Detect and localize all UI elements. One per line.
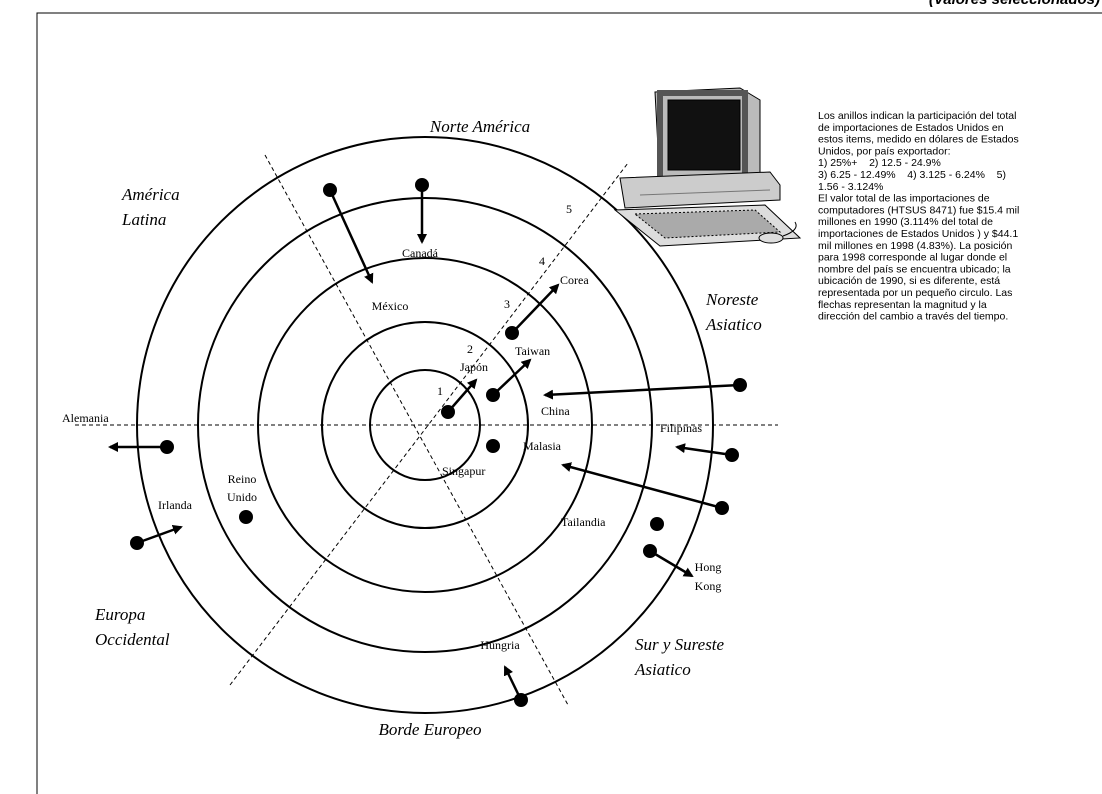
legend-line: nombre del país se encuentra ubicado; la xyxy=(818,263,1011,275)
ring-number: 3 xyxy=(504,297,510,311)
region-label: Europa xyxy=(94,605,145,624)
country-label: Taiwan xyxy=(515,344,550,358)
country-label: Hong xyxy=(695,560,722,574)
region-label: Asiatico xyxy=(705,315,762,334)
country-label: México xyxy=(372,299,409,313)
country-label: Japón xyxy=(460,360,488,374)
country-label: Canadá xyxy=(402,246,439,260)
legend-line: de importaciones de Estados Unidos en xyxy=(818,122,1004,134)
legend-text: Los anillos indican la participación del… xyxy=(818,110,1019,323)
country-label: Singapur xyxy=(442,464,485,478)
country-label: Irlanda xyxy=(158,498,193,512)
legend-line: dirección del cambio a través del tiempo… xyxy=(818,311,1008,323)
legend-line: representada por un pequeño circulo. Las xyxy=(818,287,1012,299)
country-labels: Canadá México Corea Taiwan Japón China A… xyxy=(62,246,721,652)
legend-line: estos items, medido en dólares de Estado… xyxy=(818,134,1019,146)
region-label: Sur y Sureste xyxy=(635,635,725,654)
frame xyxy=(36,12,1102,794)
ring-number: 4 xyxy=(539,254,545,268)
legend-line: importaciones de Estados Unidos ) y $44.… xyxy=(818,228,1018,240)
legend-line: flechas representan la magnitud y la xyxy=(818,299,987,311)
subtitle: (Valores seleccionados) xyxy=(929,0,1100,8)
region-label: América xyxy=(121,185,180,204)
country-label: Filipinas xyxy=(660,421,702,435)
country-label: Reino xyxy=(228,472,257,486)
region-label: Borde Europeo xyxy=(378,720,481,739)
country-label: Hungria xyxy=(480,638,520,652)
country-label: Malasia xyxy=(523,439,562,453)
legend-line: para 1998 corresponde al lugar donde el xyxy=(818,252,1007,264)
legend-line: millones en 1990 (3.114% del total de xyxy=(818,216,993,228)
legend-line: Unidos, por país exportador: xyxy=(818,145,951,157)
ring-number: 2 xyxy=(467,342,473,356)
region-labels: Norte América América Latina Noreste Asi… xyxy=(94,117,762,739)
ring-numbers: 1 2 3 4 5 xyxy=(437,202,572,398)
legend-line: El valor total de las importaciones de xyxy=(818,193,990,205)
legend-line: mil millones en 1998 (4.83%). La posició… xyxy=(818,240,1013,252)
legend-line: computadores (HTSUS 8471) fue $15.4 mil xyxy=(818,204,1019,216)
region-label: Norte América xyxy=(429,117,530,136)
ring-number: 5 xyxy=(566,202,572,216)
country-label: Corea xyxy=(560,273,589,287)
region-label: Asiatico xyxy=(634,660,691,679)
country-label: Tailandia xyxy=(561,515,606,529)
computer-icon xyxy=(613,87,802,247)
region-label: Occidental xyxy=(95,630,170,649)
legend-line: 1.56 - 3.124% xyxy=(818,181,883,193)
sector-lines xyxy=(75,154,778,706)
country-label: China xyxy=(541,404,570,418)
region-label: Noreste xyxy=(705,290,759,309)
legend-line: 3) 6.25 - 12.49% 4) 3.125 - 6.24% 5) xyxy=(818,169,1006,181)
arrows xyxy=(108,185,741,701)
legend-line: 1) 25%+ 2) 12.5 - 24.9% xyxy=(818,157,941,169)
legend-line: Los anillos indican la participación del… xyxy=(818,110,1016,122)
legend-line: ubicación de 1990, si es diferente, está xyxy=(818,275,1000,287)
country-label: Kong xyxy=(695,579,722,593)
country-label: Unido xyxy=(227,490,257,504)
country-label: Alemania xyxy=(62,411,109,425)
region-label: Latina xyxy=(121,210,166,229)
dots xyxy=(130,178,747,707)
ring-number: 1 xyxy=(437,384,443,398)
